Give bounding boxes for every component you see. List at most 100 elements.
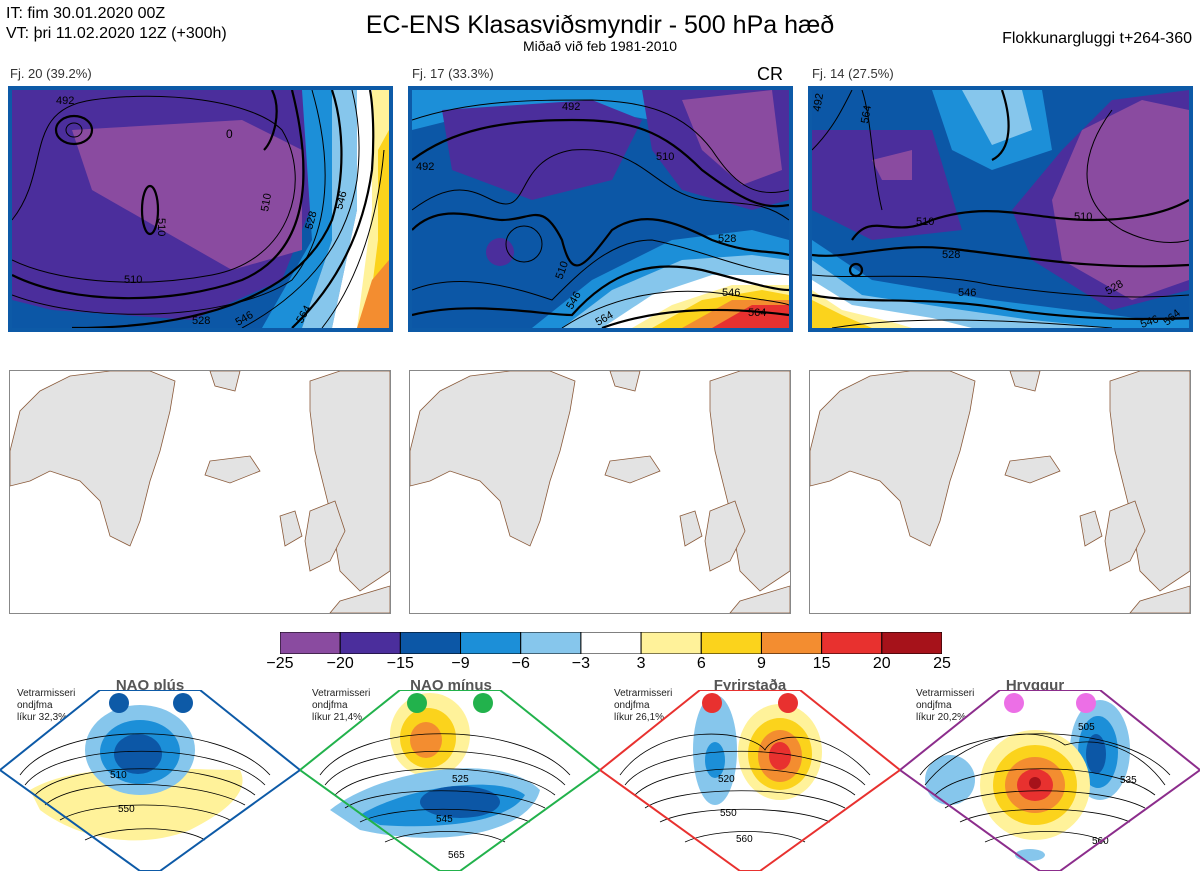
cluster-map-2-plot: 492 492 510 528 546 564 564 546 510	[412, 90, 789, 328]
colorbar-swatch	[339, 632, 401, 654]
height-contour	[812, 246, 1189, 268]
height-contour	[944, 790, 1146, 809]
contour-label: 505	[1078, 722, 1095, 733]
height-contour	[12, 95, 296, 283]
anomaly-map-2	[409, 370, 791, 614]
height-contour	[359, 808, 531, 823]
cluster-map-1: 492 510 510 510 528 546 564 528 546 0	[8, 86, 393, 332]
contour-label: 528	[303, 210, 319, 231]
svalbard-shape	[209, 371, 241, 392]
classification-window: Flokkunargluggi t+264-360	[1002, 30, 1192, 47]
height-contour	[619, 733, 871, 776]
height-contour	[324, 750, 566, 786]
regime-3-info: Vetrarmisseri ondjfma líkur 26,1%	[614, 688, 673, 723]
iceland-shape	[604, 455, 661, 484]
colorbar-swatch	[881, 632, 942, 654]
contour-label: 546	[1139, 313, 1160, 328]
contour-label: 520	[718, 774, 735, 785]
contour-label: 492	[56, 95, 74, 107]
height-contour	[140, 184, 160, 236]
colorbar-swatch	[700, 632, 762, 654]
colorbar-swatch	[399, 632, 462, 654]
contour-label: 510	[916, 216, 934, 228]
height-contour	[384, 831, 506, 843]
contour-label: 528	[192, 315, 210, 327]
height-contour	[812, 293, 1189, 321]
greenland-shape	[410, 371, 576, 547]
contour-label: 492	[416, 161, 434, 173]
height-contour	[44, 783, 246, 806]
height-contour	[851, 199, 1189, 241]
height-contour	[624, 750, 866, 786]
svalbard-shape	[609, 371, 641, 392]
contour-label: 560	[736, 834, 753, 845]
height-contour	[321, 149, 385, 328]
height-contour	[991, 90, 1010, 161]
colorbar-tick-label: −15	[386, 655, 414, 672]
height-contour	[263, 90, 278, 151]
height-contour	[812, 274, 1189, 298]
cluster-map-3-plot: 492 510 528 546 510 528 546 564 564	[812, 90, 1189, 328]
anomaly-fill-minus3	[962, 90, 1032, 145]
anomaly-map-3-land	[810, 371, 1190, 613]
colorbar-tick-label: 25	[933, 655, 951, 672]
contour-label: 510	[656, 151, 674, 163]
contour-label: 535	[1120, 775, 1137, 786]
regime-1-info: Vetrarmisseri ondjfma líkur 32,3%	[17, 688, 76, 723]
regime-4-map: 505 535 560	[900, 690, 1200, 871]
height-contour	[412, 239, 789, 301]
contour-label: 564	[859, 104, 874, 124]
anomaly-fill-minus25	[682, 90, 782, 185]
colorbar-tick-label: 15	[812, 655, 831, 672]
height-contour	[59, 804, 231, 821]
greenland-shape	[10, 371, 176, 547]
regime-dot	[1004, 693, 1024, 713]
regime-2-info: Vetrarmisseri ondjfma líkur 21,4%	[312, 688, 371, 723]
scandinavia-shape	[709, 371, 790, 592]
height-contour	[12, 90, 326, 315]
anomaly-fill-minus9	[705, 742, 725, 778]
anomaly-fill-minus15	[1086, 734, 1106, 774]
page-title: EC-ENS Klasasviðsmyndir - 500 hPa hæð	[365, 11, 835, 39]
anomaly-fill-plus9	[357, 260, 389, 328]
height-contour	[561, 290, 789, 328]
valid-time: VT: þri 11.02.2020 12Z (+300h)	[6, 25, 227, 42]
contour-label: 546	[722, 287, 740, 299]
anomaly-fill-plus6	[812, 300, 872, 328]
anomaly-fill-minus20	[812, 130, 962, 240]
greenland-shape	[810, 371, 976, 547]
anomaly-fill-minus9	[262, 90, 342, 328]
colorbar-swatch	[280, 632, 341, 654]
contour-label: 565	[448, 850, 465, 861]
scandinavia-shape	[1109, 371, 1190, 592]
colorbar-tick-label: −20	[326, 655, 354, 672]
height-contour	[412, 118, 789, 208]
contour-label: 510	[110, 770, 127, 781]
contour-label: 546	[958, 287, 976, 299]
contour-label: 510	[1074, 211, 1092, 223]
height-contour	[344, 790, 546, 809]
height-contour	[861, 90, 883, 211]
britain-shape	[304, 500, 346, 572]
colorbar-swatch	[821, 632, 883, 654]
europe-shape	[1129, 585, 1190, 613]
cluster-3-label: Fj. 14 (27.5%)	[812, 66, 894, 81]
anomaly-fill-minus25	[72, 120, 302, 270]
regime-dot	[407, 693, 427, 713]
anomaly-fill-minus25	[1052, 100, 1189, 300]
anomaly-fill-plus9	[410, 722, 442, 758]
height-contour	[684, 831, 806, 843]
colorbar-swatch	[460, 632, 522, 654]
contour-label: 564	[748, 307, 766, 319]
height-contour	[334, 768, 556, 796]
height-contour	[634, 768, 856, 796]
height-contour	[412, 265, 789, 317]
ireland-shape	[279, 510, 303, 547]
europe-shape	[329, 585, 390, 613]
contour-label: 492	[812, 92, 826, 112]
colorbar-tick-label: −3	[571, 655, 591, 672]
height-contour	[934, 768, 1156, 796]
britain-shape	[704, 500, 746, 572]
height-contour	[644, 790, 846, 809]
colorbar-swatch	[640, 632, 702, 654]
